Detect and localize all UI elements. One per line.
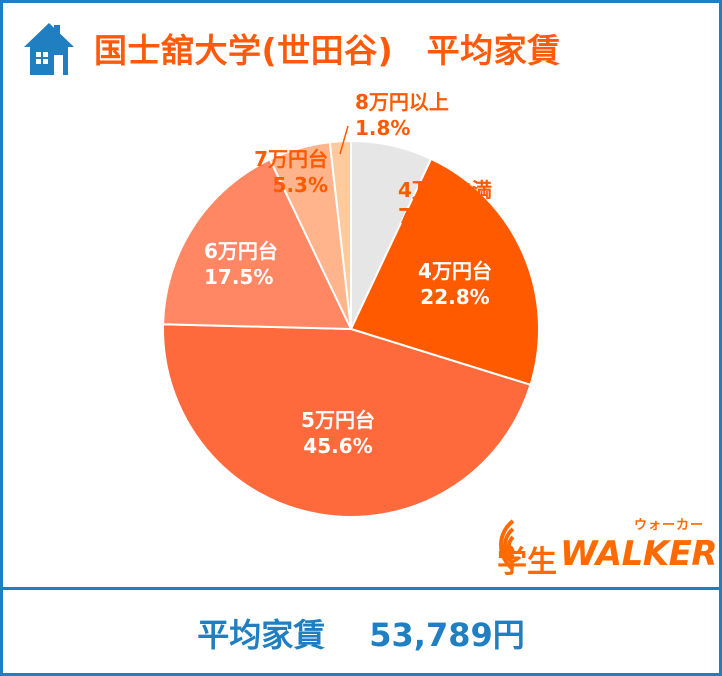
slice-percent-2: 22.8% — [420, 285, 489, 309]
average-rent-label: 平均家賃 — [197, 616, 326, 654]
slice-category-4: 6万円台 — [204, 239, 278, 263]
chart-header: 国士舘大学(世田谷) 平均家賃 — [20, 18, 561, 78]
pie-slice-6 — [328, 139, 352, 330]
logo-walker: WALKER — [560, 534, 718, 574]
pie-chart: 4万円未満 7.0% 4万円台 22.8% 5万円台 45.6% 6万円台 17.5% 7万円台… — [162, 90, 540, 518]
slice-percent-3: 45.6% — [303, 434, 372, 458]
slice-label-5: 7万円台 5.3% — [254, 147, 328, 197]
average-rent-value: 53,789円 — [369, 616, 525, 654]
slice-label-4: 6万円台 17.5% — [204, 239, 278, 289]
slice-category-6: 8万円以上 — [355, 90, 449, 114]
slice-category-2: 4万円台 — [418, 259, 492, 283]
leader-line — [339, 125, 349, 155]
slice-percent-1: 7.0% — [398, 204, 453, 228]
gakusei-walker-logo: ウォーカー 学生 WALKER — [477, 511, 718, 580]
footer-divider — [0, 587, 722, 590]
slice-label-1: 4万円未満 7.0% — [398, 178, 492, 228]
slice-category-1: 4万円未満 — [398, 178, 492, 202]
house-icon — [24, 23, 74, 75]
slice-label-2: 4万円台 22.8% — [418, 259, 492, 309]
logo-kana: ウォーカー — [634, 518, 705, 533]
slice-percent-5: 5.3% — [273, 173, 328, 197]
chart-title: 国士舘大学(世田谷) 平均家賃 — [94, 31, 561, 70]
slice-label-3: 5万円台 45.6% — [301, 408, 375, 458]
pie-slice-4 — [162, 158, 353, 331]
slice-category-5: 7万円台 — [254, 147, 328, 171]
pie-slice-3 — [162, 323, 532, 518]
logo-gakusei: 学生 — [497, 545, 557, 580]
average-rent-summary: 平均家賃 53,789円 — [0, 590, 722, 676]
slice-category-3: 5万円台 — [301, 408, 375, 432]
slice-percent-4: 17.5% — [204, 265, 273, 289]
logo-arc-icon — [499, 519, 515, 571]
slice-label-6: 8万円以上 1.8% — [355, 90, 449, 140]
slice-percent-6: 1.8% — [355, 116, 410, 140]
pie-slice-2 — [349, 157, 540, 387]
